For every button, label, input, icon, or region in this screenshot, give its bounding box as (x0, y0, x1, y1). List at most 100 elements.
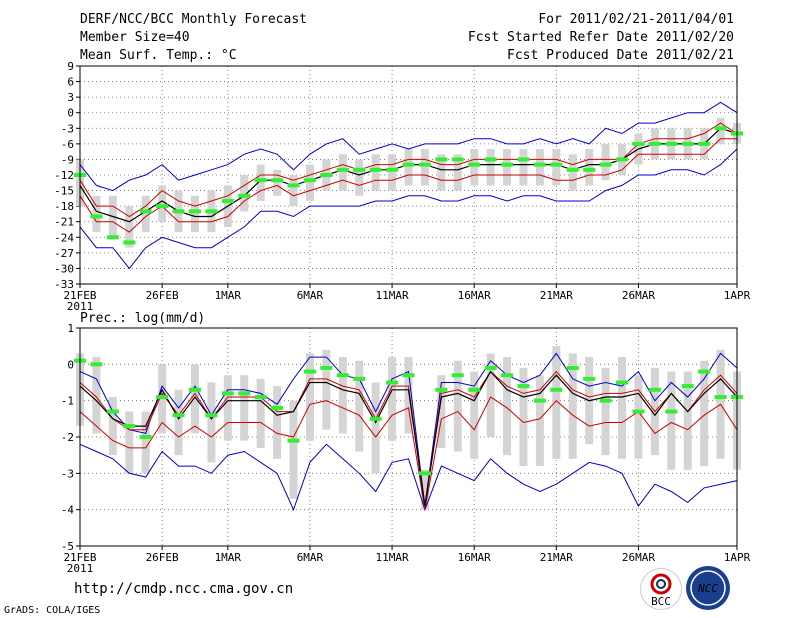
median-marker (616, 380, 629, 385)
upper-quantile-line (79, 370, 738, 507)
x-tick-label: 16MAR (458, 551, 491, 564)
y-tick-label: -9 (61, 153, 74, 166)
median-marker (648, 387, 661, 392)
x-tick-label: 26MAR (622, 289, 655, 302)
y-tick-label: -3 (61, 122, 74, 135)
spread-box (388, 154, 397, 191)
y-tick-label: -5 (61, 540, 74, 553)
median-marker (205, 209, 218, 214)
spread-box (519, 367, 528, 467)
y-tick-label: -21 (54, 216, 74, 229)
x-tick-label: 1MAR (215, 289, 242, 302)
bcc-logo: BCC (640, 568, 682, 610)
spread-box (470, 371, 479, 459)
median-marker (681, 384, 694, 389)
spread-box (371, 154, 380, 191)
median-marker (369, 167, 382, 172)
median-marker (501, 162, 514, 167)
median-marker (550, 162, 563, 167)
spread-box (535, 149, 544, 186)
x-tick-label: 26FEB (146, 551, 179, 564)
median-marker (533, 162, 546, 167)
x-tick-label: 6MAR (297, 551, 324, 564)
y-tick-label: -2 (61, 431, 74, 444)
median-marker (386, 167, 399, 172)
spread-box (535, 375, 544, 467)
x-tick-label: 11MAR (376, 551, 409, 564)
spread-box (486, 149, 495, 186)
spread-box (601, 143, 610, 181)
spread-box (683, 371, 692, 470)
spread-box (174, 389, 183, 456)
spread-box (519, 149, 528, 186)
median-marker (714, 126, 727, 131)
median-marker (583, 167, 596, 172)
member-size: Member Size=40 (80, 30, 190, 45)
median-marker (353, 167, 366, 172)
precip-label: Prec.: log(mm/d) (80, 311, 206, 326)
spread-box (355, 159, 364, 196)
max-line (79, 101, 738, 192)
median-marker (320, 365, 333, 370)
x-tick-label: 11MAR (376, 289, 409, 302)
median-marker (221, 198, 234, 203)
median-marker (139, 435, 152, 439)
median-marker (583, 376, 596, 381)
spread-box (667, 371, 676, 470)
median-marker (303, 369, 316, 374)
spread-box (568, 353, 577, 459)
y-tick-label: -24 (54, 231, 74, 244)
produced-date: Fcst Produced Date 2011/02/21 (507, 48, 734, 63)
x-tick-label: 1MAR (215, 551, 242, 564)
y-tick-label: 3 (67, 91, 74, 104)
median-marker (238, 193, 251, 198)
x-tick-label: 26MAR (622, 551, 655, 564)
spread-box (322, 349, 331, 430)
spread-box (125, 206, 134, 248)
spread-box (453, 360, 462, 452)
y-tick-label: -18 (54, 200, 74, 213)
source-url[interactable]: http://cmdp.ncc.cma.gov.cn (74, 581, 294, 597)
spread-box (108, 397, 117, 456)
median-marker (648, 141, 661, 146)
spread-box (470, 149, 479, 186)
median-marker (484, 365, 497, 370)
median-marker (566, 365, 579, 370)
spread-box (503, 357, 512, 456)
spread-box (404, 357, 413, 434)
spread-box (486, 353, 495, 437)
y-tick-label: 0 (67, 358, 74, 371)
ncc-logo: NCC (686, 566, 730, 610)
median-marker (517, 384, 530, 389)
spread-box (716, 117, 725, 144)
upper-quantile-line (79, 122, 738, 218)
y-tick-label: -3 (61, 467, 74, 480)
median-marker (188, 209, 201, 214)
median-marker (451, 157, 464, 162)
spread-box (223, 375, 232, 441)
spread-box (388, 357, 397, 441)
median-marker (254, 178, 267, 183)
median-marker (632, 141, 645, 146)
median-marker (139, 209, 152, 214)
spread-box (240, 375, 249, 441)
median-marker (386, 380, 399, 385)
median-marker (303, 178, 316, 183)
plot-frame (79, 65, 738, 285)
spread-box (437, 154, 446, 191)
median-marker (418, 471, 431, 476)
x-tick-label: 21FEB (63, 551, 96, 564)
y-tick-label: 9 (67, 60, 74, 73)
spread-box (289, 175, 298, 207)
forecast-period: For 2011/02/21-2011/04/01 (538, 12, 734, 27)
spread-box (92, 357, 101, 434)
median-marker (336, 373, 349, 378)
grads-credit: GrADS: COLA/IGES (4, 605, 101, 616)
spread-box (420, 149, 429, 186)
median-marker (517, 157, 530, 162)
spread-box (700, 360, 709, 467)
median-marker (123, 240, 136, 245)
median-marker (106, 409, 119, 414)
x-tick-label: 21MAR (540, 289, 573, 302)
